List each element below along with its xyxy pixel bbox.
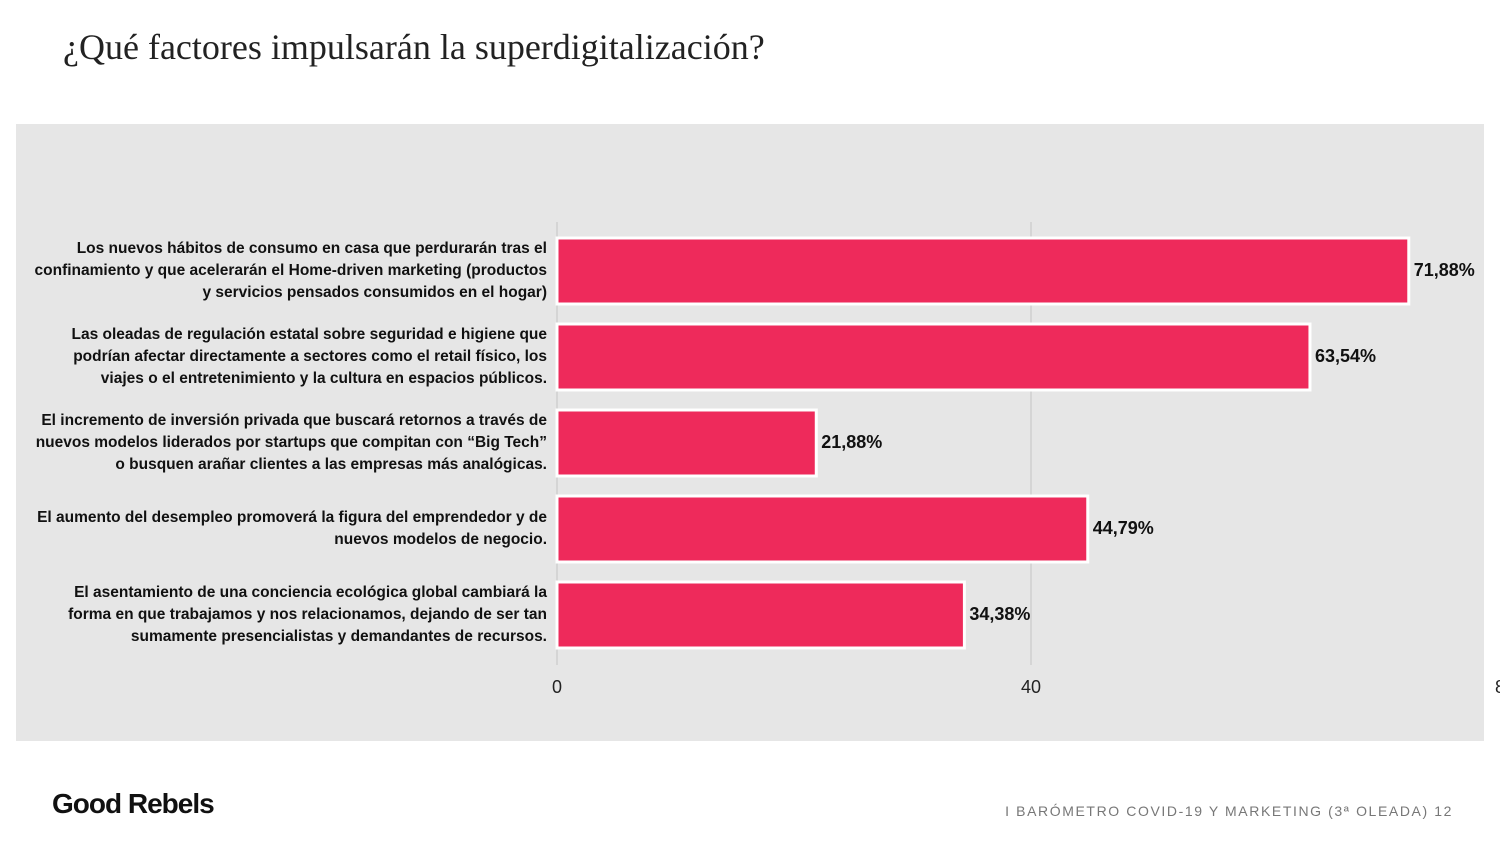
value-label: 44,79% [1093, 518, 1154, 538]
x-tick-label: 40 [1021, 677, 1041, 697]
value-label: 21,88% [821, 432, 882, 452]
value-label: 63,54% [1315, 346, 1376, 366]
x-tick-label: 80 [1495, 677, 1500, 697]
x-tick-label: 0 [552, 677, 562, 697]
category-label: El asentamiento de una conciencia ecológ… [68, 584, 547, 645]
bar [555, 236, 1411, 306]
category-label: El incremento de inversión privada que b… [35, 412, 547, 473]
bar [555, 408, 818, 478]
category-label: Las oleadas de regulación estatal sobre … [71, 326, 547, 387]
category-label: El aumento del desempleo promoverá la fi… [37, 509, 547, 548]
bar [555, 494, 1090, 564]
bar [555, 580, 966, 650]
bar [555, 322, 1312, 392]
footer-note: I BARÓMETRO COVID-19 Y MARKETING (3ª OLE… [1005, 803, 1453, 819]
value-label: 34,38% [969, 604, 1030, 624]
category-label: Los nuevos hábitos de consumo en casa qu… [34, 240, 547, 301]
brand-logo: Good Rebels [52, 788, 215, 819]
value-label: 71,88% [1414, 260, 1475, 280]
slide-title: ¿Qué factores impulsarán la superdigital… [63, 27, 765, 67]
